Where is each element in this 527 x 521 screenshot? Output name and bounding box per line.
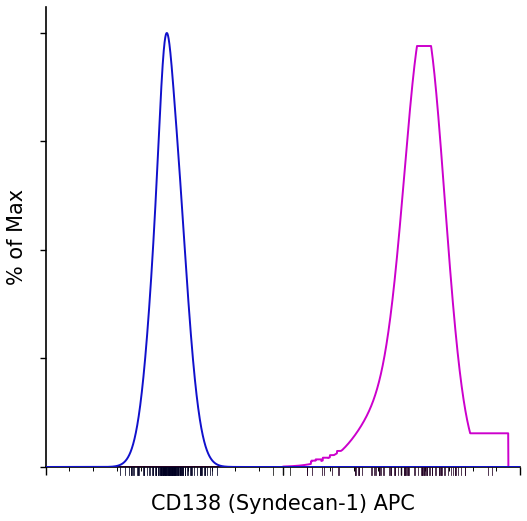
Y-axis label: % of Max: % of Max: [7, 189, 27, 285]
X-axis label: CD138 (Syndecan-1) APC: CD138 (Syndecan-1) APC: [151, 494, 415, 514]
